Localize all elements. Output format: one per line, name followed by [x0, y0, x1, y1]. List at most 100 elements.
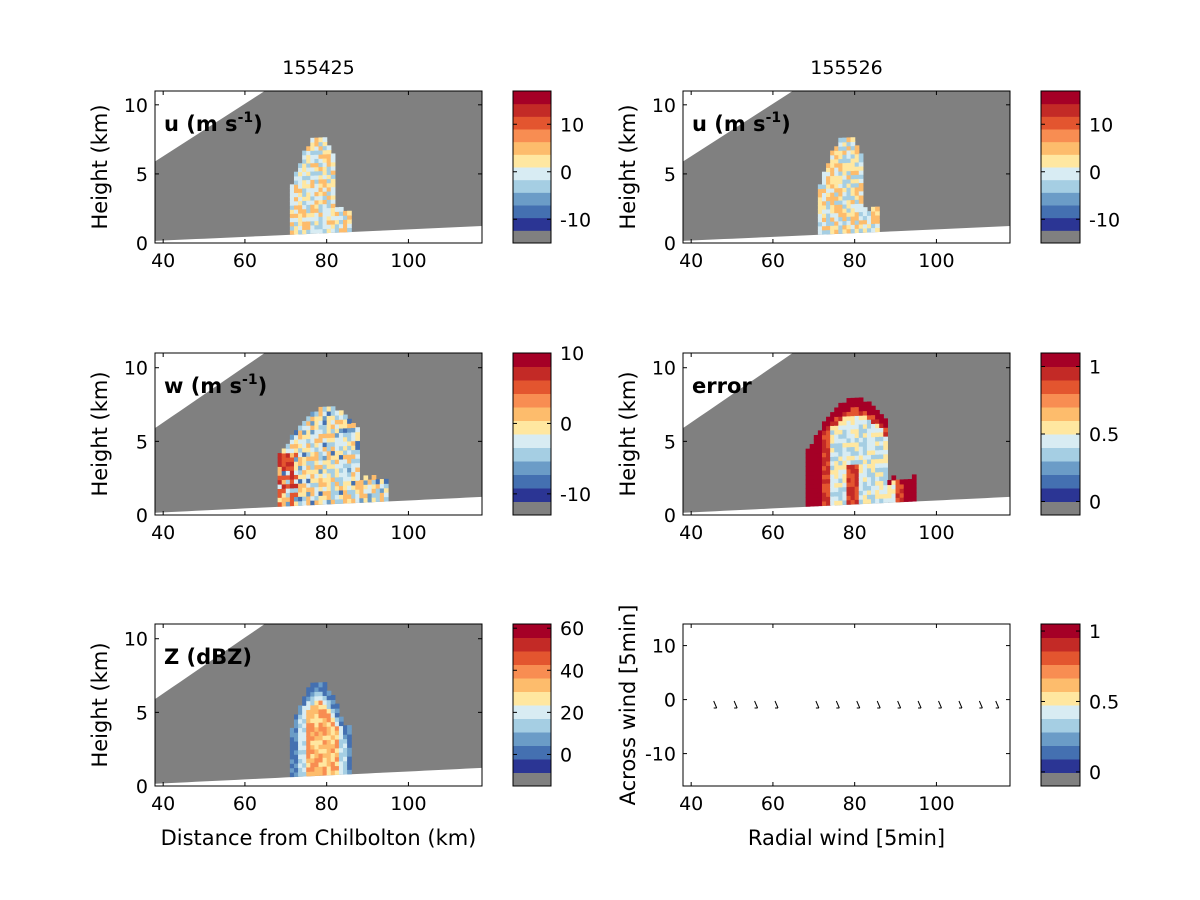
y-tick-label: 0 [136, 505, 148, 527]
panel-label-main: error [692, 374, 752, 398]
colorbar-segment [1041, 179, 1080, 193]
x-axis-label: Distance from Chilbolton (km) [161, 826, 477, 850]
colorbar-segment [1041, 447, 1080, 462]
colorbar-segment [1041, 129, 1080, 143]
colorbar-segment [513, 678, 551, 692]
colorbar-segment [513, 141, 551, 155]
colorbar-segment [1041, 116, 1080, 130]
storm-cell [277, 406, 389, 507]
colorbar-segment [513, 205, 551, 219]
colorbar-segment [513, 129, 551, 143]
panel-3: w (m s-1) 40 60 80 100 0 5 10 Height (km) -10 0 10 [88, 343, 591, 544]
colorbar-segment [1041, 353, 1080, 367]
colorbar-segment [513, 624, 551, 638]
x-tick-label: 80 [315, 250, 339, 272]
panel-5: Z (dBZ) 40 60 80 100 0 5 10 Height (km) Distance … [88, 618, 584, 850]
colorbar-segment [1041, 651, 1080, 665]
colorbar-segment [513, 501, 551, 516]
colorbar-segment [1041, 637, 1080, 652]
panel-label-superscript: -1 [238, 110, 254, 126]
colorbar-segment [513, 447, 551, 462]
wind-arrow [713, 700, 718, 709]
x-tick-label: 60 [233, 250, 257, 272]
colorbar-segment [513, 179, 551, 193]
colorbar-segment [1041, 91, 1080, 105]
colorbar-segment [1041, 624, 1080, 638]
colorbar-tick-label: 0 [560, 413, 572, 435]
colorbar-segment [1041, 141, 1080, 155]
panel-label: w (m s-1) [164, 372, 267, 398]
colorbar-segment [1041, 691, 1080, 706]
colorbar-tick-label: 20 [560, 702, 584, 724]
panel-label: u (m s-1) [692, 110, 791, 136]
colorbar-segment [1041, 759, 1080, 773]
axes-box [682, 623, 1011, 787]
y-tick-label: 10 [652, 636, 676, 658]
y-axis-label: Height (km) [88, 104, 112, 229]
y-tick-label: 10 [124, 629, 148, 651]
x-tick-label: 40 [679, 793, 703, 815]
colorbar-tick-label: 0 [1089, 762, 1101, 784]
plot-background [683, 624, 1010, 786]
colorbar-segment [513, 366, 551, 381]
colorbar-segment [513, 732, 551, 746]
x-tick-label: 60 [761, 250, 785, 272]
colorbar-segment [1041, 745, 1080, 760]
axes-box [154, 90, 483, 244]
storm-cell [817, 137, 880, 235]
y-axis-label: Height (km) [616, 371, 640, 496]
colorbar-tick-label: 0 [560, 744, 572, 766]
x-tick-label: 100 [390, 793, 426, 815]
panel-label: Z (dBZ) [164, 645, 252, 669]
x-tick-label: 80 [315, 793, 339, 815]
colorbar-tick-label: 0.5 [1089, 691, 1119, 713]
colorbar-segment [513, 192, 551, 206]
axes-box [682, 90, 1011, 244]
panel-label: error [692, 374, 752, 398]
y-tick-label: 5 [664, 431, 676, 453]
colorbar-frame [1040, 623, 1081, 787]
colorbar-segment [1041, 474, 1080, 489]
y-tick-label: 5 [136, 431, 148, 453]
wind-arrow [978, 700, 983, 709]
colorbar-segment [513, 772, 551, 787]
colorbar-segment [513, 759, 551, 773]
x-tick-label: 80 [315, 522, 339, 544]
colorbar-segment [513, 434, 551, 448]
colorbar-tick-label: 0 [560, 162, 572, 184]
x-tick-label: 40 [679, 250, 703, 272]
plot-area [683, 91, 1010, 243]
y-tick-label: 10 [124, 95, 148, 117]
wind-arrow [835, 700, 840, 709]
x-tick-label: 80 [843, 522, 867, 544]
y-tick-label: 5 [664, 164, 676, 186]
wind-arrow [938, 700, 942, 709]
y-tick-label: 0 [664, 233, 676, 255]
colorbar-tick-label: 0 [1089, 162, 1101, 184]
colorbar-segment [513, 103, 551, 117]
x-tick-label: 40 [151, 250, 175, 272]
colorbar-frame [1040, 90, 1081, 244]
colorbar-segment [1041, 205, 1080, 219]
colorbar-segment [513, 380, 551, 394]
colorbar-tick-label: 60 [560, 618, 584, 640]
colorbar-segment [513, 420, 551, 435]
colorbar-segment [513, 116, 551, 130]
colorbar-segment [513, 217, 551, 231]
plot-area [155, 353, 482, 515]
colorbar-segment [1041, 217, 1080, 231]
colorbar-segment [513, 705, 551, 719]
panel-label-main: u (m s [164, 112, 238, 136]
x-tick-label: 100 [918, 522, 954, 544]
colorbar-segment [1041, 420, 1080, 435]
colorbar-segment [513, 461, 551, 475]
colorbar-tick-label: 10 [560, 114, 584, 136]
colorbar-segment [513, 167, 551, 181]
colorbar-segment [1041, 103, 1080, 117]
colorbar-tick-label: 0 [1089, 492, 1101, 514]
x-tick-label: 40 [151, 522, 175, 544]
colorbar-segment [513, 664, 551, 679]
y-tick-label: 0 [664, 505, 676, 527]
